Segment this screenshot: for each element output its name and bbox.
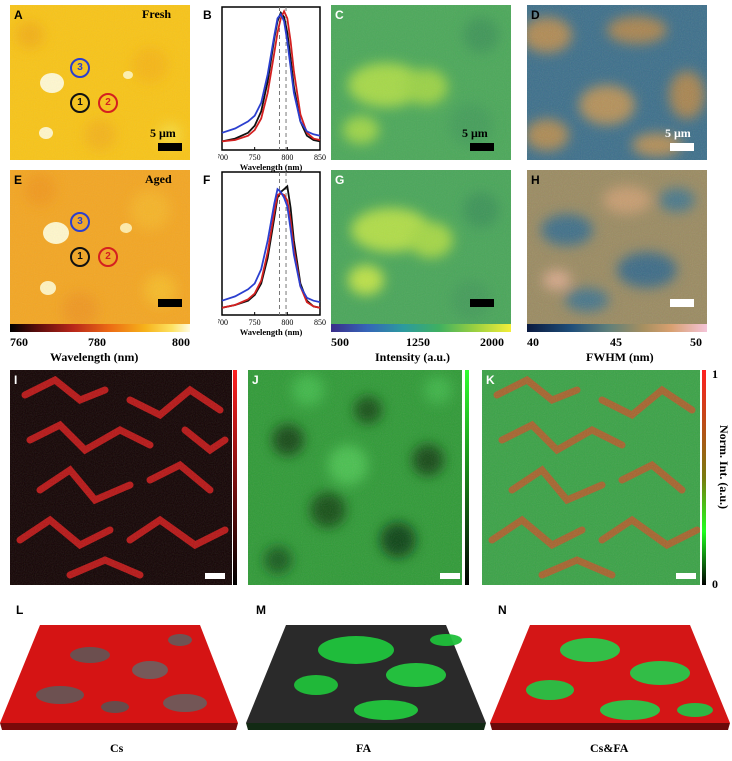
scale-label-a: 5 μm [150,126,176,140]
cbar-wl-max: 800 [172,335,190,349]
aged-label: Aged [145,172,172,186]
panel-label-c: C [335,8,344,22]
norm-int-title: Norm. Int. (a.u.) [717,425,731,509]
spectrum-f: 700 750 800 850 Wavelength (nm) [218,171,326,337]
map-g-intensity-aged [331,170,511,325]
x-tick-label: 800 [281,318,293,327]
map-i-texture [10,370,232,585]
x-tick-label: 850 [314,153,326,162]
panel-label-j: J [252,373,259,387]
cbar-fwhm-mid: 45 [610,335,622,349]
map-j-fa [248,370,462,585]
panel-label-l: L [16,603,24,617]
panel-label-b: B [203,8,212,22]
marker-1-a: 1 [70,93,90,113]
scale-label-d: 5 μm [665,126,691,140]
cbar-norm-min: 0 [712,577,718,591]
map-e-texture [10,170,190,325]
surface-m-fa [246,625,486,730]
panel-label-g: G [335,173,345,187]
marker-2-text: 2 [105,251,111,262]
panel-label-e: E [14,173,23,187]
marker-1-e: 1 [70,247,90,267]
panel-label-i: I [14,373,18,387]
x-axis-label: Wavelength (nm) [240,162,303,172]
cbar-wl-min: 760 [10,335,28,349]
map-d-fwhm-fresh [527,5,707,160]
colorbar-norm [702,370,706,585]
marker-2-e: 2 [98,247,118,267]
map-k-texture [482,370,700,585]
caption-cs: Cs [110,741,124,755]
panel-label-f: F [203,173,211,187]
map-c-intensity-fresh [331,5,511,160]
map-d-texture [527,5,707,160]
panel-label-m: M [256,603,266,617]
colorbar-red [233,370,237,585]
series-line-3 [221,187,321,303]
surface-n-cs-fa [490,625,730,730]
cbar-int-title: Intensity (a.u.) [375,350,451,364]
map-k-cs-fa [482,370,700,585]
x-tick-label: 750 [249,153,261,162]
panel-label-a: A [14,8,23,22]
x-tick-label: 700 [218,318,228,327]
scale-bar-k [676,573,696,579]
map-a-wavelength-fresh [10,5,190,160]
caption-csfa: Cs&FA [590,741,629,755]
colorbar-green [465,370,469,585]
panel-label-d: D [531,8,540,22]
scale-label-c: 5 μm [462,126,488,140]
colorbar-fwhm [527,324,707,332]
map-a-texture [10,5,190,160]
x-tick-label: 700 [218,153,228,162]
panel-label-k: K [486,373,495,387]
scale-bar-h [670,299,694,307]
scale-bar-j [440,573,460,579]
spectrum-b: 700 750 800 850 Wavelength (nm) [218,6,326,172]
map-j-texture [248,370,462,585]
scale-bar-d [670,143,694,151]
marker-1-text: 1 [77,251,83,262]
cbar-int-min: 500 [331,335,349,349]
series-line-2 [221,9,321,143]
map-i-cs [10,370,232,585]
scale-bar-i [205,573,225,579]
map-g-texture [331,170,511,325]
cbar-int-max: 2000 [480,335,504,349]
panel-label-n: N [498,603,507,617]
marker-3-text: 3 [77,216,83,227]
x-tick-label: 800 [281,153,293,162]
panel-label-h: H [531,173,540,187]
cbar-fwhm-title: FWHM (nm) [586,350,654,364]
caption-fa: FA [356,741,372,755]
scale-bar-a [158,143,182,151]
marker-3-e: 3 [70,212,90,232]
scale-bar-e [158,299,182,307]
marker-3-a: 3 [70,58,90,78]
series-line-3 [221,12,321,137]
cbar-int-mid: 1250 [406,335,430,349]
cbar-wl-title: Wavelength (nm) [50,350,139,364]
marker-1-text: 1 [77,97,83,108]
marker-2-a: 2 [98,93,118,113]
map-c-texture [331,5,511,160]
colorbar-wavelength [10,324,190,332]
marker-2-text: 2 [105,97,111,108]
cbar-norm-max: 1 [712,367,718,381]
marker-3-text: 3 [77,62,83,73]
cbar-fwhm-max: 50 [690,335,702,349]
map-e-wavelength-aged [10,170,190,325]
cbar-wl-mid: 780 [88,335,106,349]
x-tick-label: 850 [314,318,326,327]
scale-bar-g [470,299,494,307]
x-tick-label: 750 [249,318,261,327]
surface-l-cs [0,625,238,730]
cbar-fwhm-min: 40 [527,335,539,349]
fresh-label: Fresh [142,7,172,21]
x-axis-label: Wavelength (nm) [240,327,303,337]
colorbar-intensity [331,324,511,332]
scale-bar-c [470,143,494,151]
